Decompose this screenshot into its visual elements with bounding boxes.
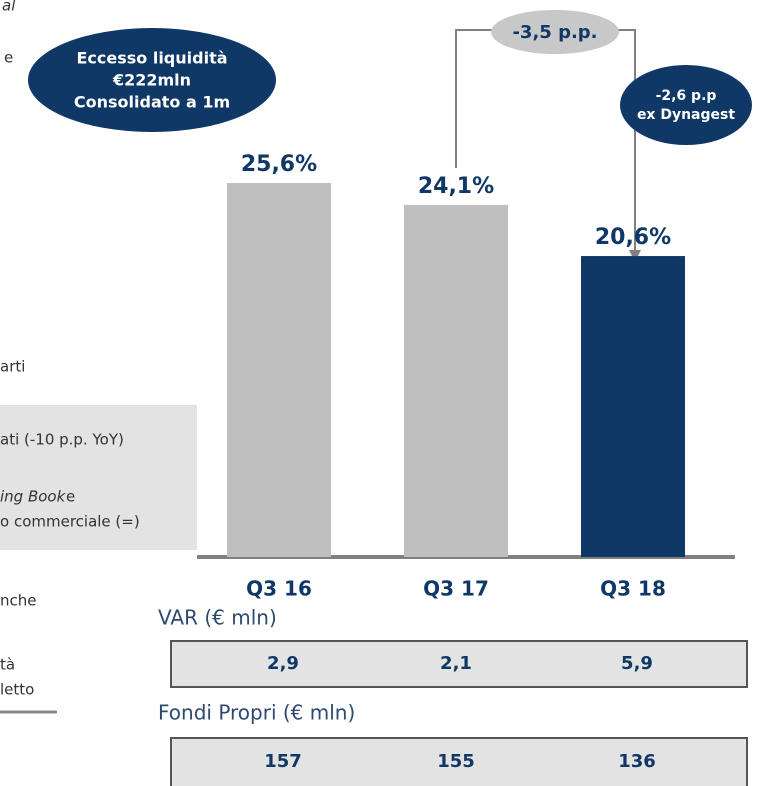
change-text: ex Dynagest [637,107,735,123]
value-label: 20,6% [595,225,671,250]
x-tick-label: Q3 17 [423,577,489,601]
side-text: letto [0,681,34,699]
side-text: nche [0,592,37,610]
arrowhead [629,250,641,262]
table-cell: 157 [264,751,302,772]
side-text: tà [0,656,15,674]
side-text: e [66,488,75,506]
table-title: VAR (€ mln) [158,606,277,630]
side-text: al [2,0,16,15]
side-text: e [4,49,13,67]
bubble [28,28,276,132]
side-text: arti [0,358,25,376]
value-label: 25,6% [241,152,317,177]
table-cell: 2,1 [440,653,472,674]
change-bubble [620,65,752,145]
side-text: ing Book [0,488,67,506]
x-tick-label: Q3 18 [600,577,666,601]
bubble-text: €222mln [112,71,191,90]
side-text: o commerciale (=) [0,513,140,531]
table-title: Fondi Propri (€ mln) [158,701,355,725]
side-box [0,405,197,550]
change-text: -2,6 p.p [656,88,717,104]
change-text: -3,5 p.p. [512,22,597,43]
table-cell: 5,9 [621,653,653,674]
bar [227,183,331,557]
side-text: ati (-10 p.p. YoY) [0,431,124,449]
table-box [170,737,748,786]
bar [404,204,508,557]
x-tick-label: Q3 16 [246,577,312,601]
value-label: 24,1% [418,174,494,199]
table-box [170,640,748,688]
table-cell: 136 [618,751,656,772]
table-cell: 2,9 [267,653,299,674]
change-pill [491,10,619,54]
table-cell: 155 [437,751,475,772]
bubble-text: Eccesso liquidità [76,49,227,68]
bubble-text: Consolidato a 1m [74,93,230,112]
bar [581,256,685,557]
